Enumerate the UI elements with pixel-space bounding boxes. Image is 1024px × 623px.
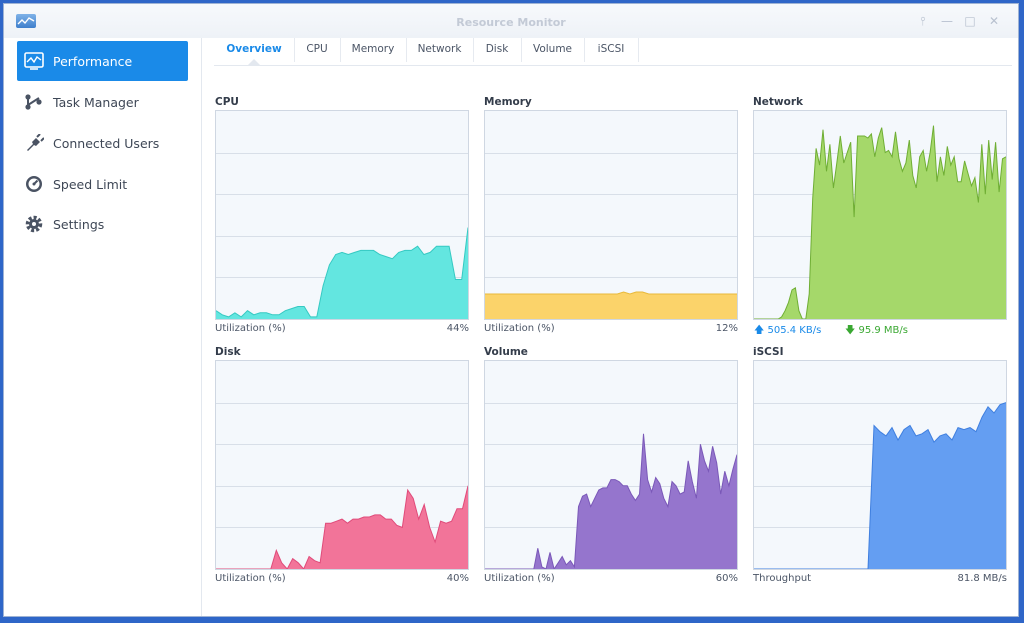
disk-metric-label: Utilization (%) (215, 573, 286, 584)
pin-icon[interactable]: ⫯ (920, 14, 926, 28)
tab-disk[interactable]: Disk (473, 38, 522, 62)
volume-line (485, 433, 737, 569)
performance-icon (24, 51, 44, 71)
tab-cpu[interactable]: CPU (294, 38, 341, 62)
download-arrow-icon: 🡇 (845, 325, 856, 336)
sidebar-item-label: Task Manager (53, 94, 139, 110)
network-download-value: 95.9 MB/s (858, 325, 908, 336)
disk-line (216, 485, 468, 569)
window-title: Resource Monitor (456, 16, 566, 29)
sidebar-item-speed-limit[interactable]: Speed Limit (17, 164, 188, 204)
resource-monitor-app-icon (16, 14, 36, 28)
iscsi-chart-svg (754, 402, 1006, 569)
sidebar-item-label: Performance (53, 53, 133, 69)
sidebar-item-label: Speed Limit (53, 176, 128, 192)
tab-bar: Overview CPU Memory Network Disk Volume … (214, 38, 1012, 66)
network-area (754, 125, 1006, 319)
volume-chart (484, 360, 738, 570)
sidebar-item-task-manager[interactable]: Task Manager (17, 82, 188, 122)
iscsi-value: 81.8 MB/s (957, 573, 1007, 584)
disk-area (216, 485, 468, 569)
title-bar: Resource Monitor ⫯ — □ ✕ (4, 4, 1018, 38)
maximize-icon[interactable]: □ (964, 14, 976, 28)
tab-network[interactable]: Network (406, 38, 474, 62)
network-panel-title: Network (753, 96, 804, 108)
memory-area (485, 292, 737, 319)
sidebar-item-performance[interactable]: Performance (17, 41, 188, 81)
tab-memory[interactable]: Memory (340, 38, 407, 62)
tab-overview[interactable]: Overview (214, 38, 295, 62)
memory-value: 12% (715, 323, 738, 334)
memory-panel-title: Memory (484, 96, 532, 108)
volume-chart-svg (485, 403, 737, 569)
memory-line (485, 291, 737, 295)
cpu-value: 44% (446, 323, 469, 334)
iscsi-panel-title: iSCSI (753, 346, 784, 358)
network-upload: 🡅 505.4 KB/s (754, 323, 821, 340)
disk-chart-svg (216, 403, 468, 569)
active-tab-indicator (248, 59, 260, 65)
network-chart-svg (754, 125, 1006, 319)
memory-chart-svg (485, 153, 737, 319)
network-download: 🡇 95.9 MB/s (845, 323, 908, 340)
tab-volume[interactable]: Volume (521, 38, 585, 62)
network-chart (753, 110, 1007, 320)
iscsi-area (754, 402, 1006, 569)
disk-chart (215, 360, 469, 570)
iscsi-line (754, 402, 1006, 569)
cpu-metric-label: Utilization (%) (215, 323, 286, 334)
memory-chart (484, 110, 738, 320)
upload-arrow-icon: 🡅 (754, 325, 765, 336)
disk-panel-title: Disk (215, 346, 241, 358)
memory-metric-label: Utilization (%) (484, 323, 555, 334)
gear-icon (24, 214, 44, 234)
resource-monitor-window: Resource Monitor ⫯ — □ ✕ Performance Tas… (3, 3, 1019, 617)
cpu-line (216, 227, 468, 318)
connected-users-icon (24, 133, 44, 153)
volume-metric-label: Utilization (%) (484, 573, 555, 584)
close-icon[interactable]: ✕ (988, 14, 1000, 28)
iscsi-chart (753, 360, 1007, 570)
volume-value: 60% (715, 573, 738, 584)
disk-value: 40% (446, 573, 469, 584)
cpu-chart (215, 110, 469, 320)
cpu-chart-svg (216, 153, 468, 319)
cpu-area (216, 227, 468, 319)
sidebar-item-connected-users[interactable]: Connected Users (17, 123, 188, 163)
volume-area (485, 433, 737, 569)
sidebar-item-settings[interactable]: Settings (17, 204, 188, 244)
minimize-icon[interactable]: — (941, 14, 953, 28)
network-upload-value: 505.4 KB/s (767, 325, 822, 336)
network-line (754, 125, 1006, 319)
iscsi-metric-label: Throughput (753, 573, 812, 584)
sidebar: Performance Task Manager Connected Users… (4, 38, 202, 616)
volume-panel-title: Volume (484, 346, 528, 358)
speed-limit-icon (24, 174, 44, 194)
sidebar-item-label: Connected Users (53, 135, 160, 151)
tab-iscsi[interactable]: iSCSI (584, 38, 639, 62)
sidebar-item-label: Settings (53, 216, 105, 232)
cpu-panel-title: CPU (215, 96, 239, 108)
task-manager-icon (24, 92, 44, 112)
